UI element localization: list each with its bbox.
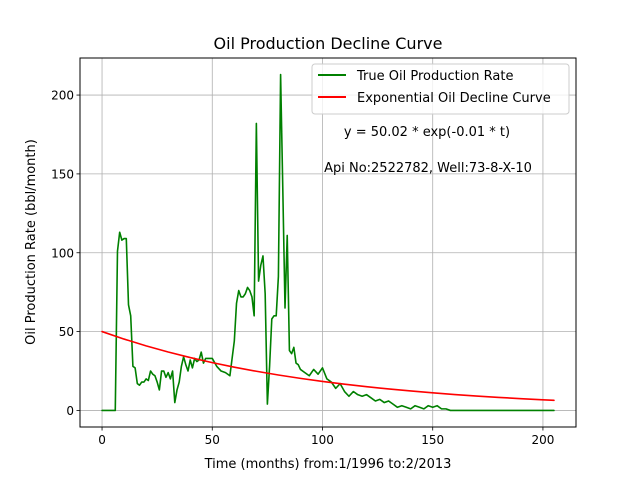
x-tick-label: 100 — [311, 433, 334, 447]
exponential-decline-curve-line — [101, 330, 555, 402]
chart-title: Oil Production Decline Curve — [214, 34, 443, 53]
well-annotation: Api No:2522782, Well:73-8-X-10 — [324, 161, 532, 176]
tick-layer: 0 50 100 150 200 0 50 100 150 200 — [51, 89, 554, 447]
y-tick-label: 150 — [51, 167, 74, 181]
y-tick-label: 100 — [51, 246, 74, 260]
x-tick-label: 50 — [205, 433, 220, 447]
legend-label-exponential-decline: Exponential Oil Decline Curve — [357, 91, 551, 106]
x-tick-label: 0 — [98, 433, 106, 447]
y-tick-label: 200 — [51, 89, 74, 103]
plot-frame — [79, 57, 577, 428]
series-layer — [101, 73, 555, 412]
y-tick-label: 0 — [66, 404, 74, 418]
legend: True Oil Production Rate Exponential Oil… — [311, 63, 570, 115]
true-production-rate-line — [101, 73, 555, 412]
y-axis-label: Oil Production Rate (bbl/month) — [24, 139, 39, 345]
x-axis-label: Time (months) from:1/1996 to:2/2013 — [204, 457, 452, 472]
legend-box — [311, 63, 570, 115]
x-tick-label: 150 — [421, 433, 444, 447]
equation-annotation: y = 50.02 * exp(-0.01 * t) — [344, 125, 510, 140]
x-tick-label: 200 — [531, 433, 554, 447]
legend-label-true-rate: True Oil Production Rate — [356, 69, 513, 84]
y-tick-label: 50 — [59, 325, 74, 339]
